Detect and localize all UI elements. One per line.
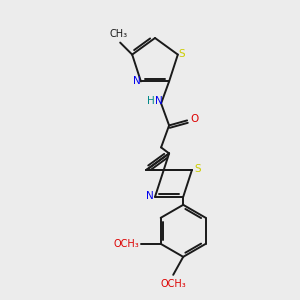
Text: N: N [155,96,163,106]
Text: OCH₃: OCH₃ [114,239,140,249]
Text: O: O [190,114,198,124]
Text: H: H [147,96,155,106]
Text: S: S [195,164,201,174]
Text: N: N [133,76,141,86]
Text: N: N [146,191,154,201]
Text: S: S [178,49,185,58]
Text: OCH₃: OCH₃ [160,279,186,289]
Text: CH₃: CH₃ [109,28,127,39]
